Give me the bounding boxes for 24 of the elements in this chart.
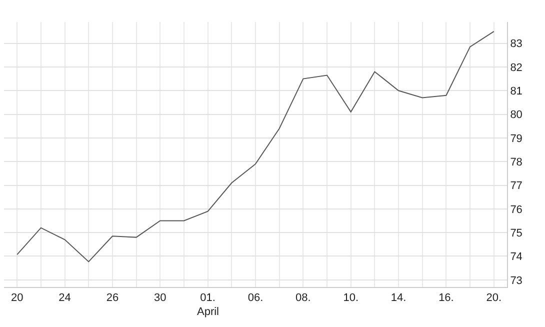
y-tick-label: 75 xyxy=(510,227,522,240)
y-tick-label: 77 xyxy=(510,180,522,192)
y-tick-label: 82 xyxy=(510,62,522,74)
line-series xyxy=(16,30,494,262)
y-tick-label: 83 xyxy=(510,38,522,50)
x-tick-label: 26 xyxy=(106,292,119,304)
x-tick-label: 20 xyxy=(10,292,24,304)
y-tick-label: 76 xyxy=(510,204,522,216)
y-tick-label: 78 xyxy=(510,156,522,168)
x-tick-label: 01. xyxy=(200,292,216,304)
x-tick-label: 14. xyxy=(390,292,406,304)
y-tick-label: 74 xyxy=(510,251,522,264)
y-tick-label: 80 xyxy=(510,109,522,122)
x-tick-label: 10. xyxy=(343,292,359,304)
x-tick-label: 16. xyxy=(438,292,454,304)
x-tick-label: 08. xyxy=(296,292,311,304)
x-tick-label: 06. xyxy=(248,292,264,304)
text: April xyxy=(197,306,220,318)
x-tick-label: 30 xyxy=(154,292,166,304)
x-tick-label: 20. xyxy=(486,292,502,304)
x-tick-label: 24 xyxy=(58,292,71,304)
y-tick-label: 73 xyxy=(510,274,522,287)
y-tick-label: 81 xyxy=(510,85,522,98)
y-tick-label: 79 xyxy=(510,132,522,145)
